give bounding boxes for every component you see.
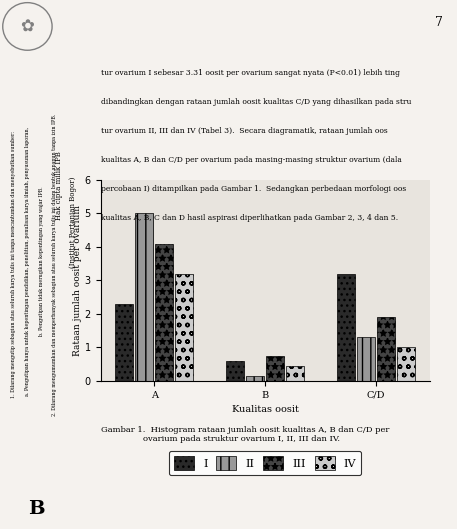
Text: B: B — [28, 500, 45, 518]
Bar — [175, 273, 193, 381]
Text: Hak cipta milik IPB: Hak cipta milik IPB — [55, 151, 64, 220]
Text: 7: 7 — [436, 16, 443, 29]
Text: 1. Dilarang mengutip sebagian atau seluruh karya tulis ini tanpa mencantumkan da: 1. Dilarang mengutip sebagian atau selur… — [11, 131, 16, 398]
Bar — [226, 361, 244, 381]
Bar — [286, 366, 304, 381]
Bar — [377, 317, 395, 381]
Text: (Institut Pertanian Bogor): (Institut Pertanian Bogor) — [69, 177, 77, 268]
Bar — [116, 304, 133, 381]
Text: ✿: ✿ — [21, 17, 34, 35]
Bar — [155, 243, 173, 381]
Bar — [357, 338, 375, 381]
Legend: I, II, III, IV: I, II, III, IV — [169, 451, 361, 476]
Text: a. Pengutipan hanya untuk kepentingan pendidikan, penelitian, penulisan karya il: a. Pengutipan hanya untuk kepentingan pe… — [25, 127, 30, 402]
Bar — [246, 376, 264, 381]
Text: tur ovarium I sebesar 3.31 oosit per ovarium sangat nyata (P<0.01) lebih ting: tur ovarium I sebesar 3.31 oosit per ova… — [101, 69, 399, 77]
Text: tur ovarium II, III dan IV (Tabel 3).  Secara diagramatik, rataan jumlah oos: tur ovarium II, III dan IV (Tabel 3). Se… — [101, 127, 387, 135]
Text: b. Pengutipan tidak merugikan kepentingan yang wajar IPB.: b. Pengutipan tidak merugikan kepentinga… — [39, 187, 43, 342]
X-axis label: Kualitas oosit: Kualitas oosit — [232, 405, 298, 414]
Text: 2. Dilarang mengumumkan dan memperbanyak sebagian atau seluruh karya tulis ini d: 2. Dilarang mengumumkan dan memperbanyak… — [53, 113, 57, 416]
Text: dibandingkan dengan rataan jumlah oosit kualitas C/D yang dihasilkan pada stru: dibandingkan dengan rataan jumlah oosit … — [101, 98, 411, 106]
Text: percobaan I) ditampilkan pada Gambar 1.  Sedangkan perbedaan morfologi oos: percobaan I) ditampilkan pada Gambar 1. … — [101, 185, 406, 193]
Bar — [135, 213, 154, 381]
Text: kualitas A, B, C dan D hasil aspirasi diperlihatkan pada Gambar 2, 3, 4 dan 5.: kualitas A, B, C dan D hasil aspirasi di… — [101, 214, 398, 222]
Text: Gambar 1.  Histogram rataan jumlah oosit kualitas A, B dan C/D per: Gambar 1. Histogram rataan jumlah oosit … — [101, 426, 389, 434]
Bar — [397, 348, 414, 381]
Text: ovarium pada struktur ovarium I, II, III dan IV.: ovarium pada struktur ovarium I, II, III… — [101, 435, 340, 443]
Y-axis label: Rataan jumlah oosit per ovarium: Rataan jumlah oosit per ovarium — [73, 205, 82, 356]
Text: kualitas A, B dan C/D per ovarium pada masing-masing struktur ovarium (dala: kualitas A, B dan C/D per ovarium pada m… — [101, 156, 401, 164]
Bar — [266, 355, 284, 381]
Bar — [337, 273, 355, 381]
